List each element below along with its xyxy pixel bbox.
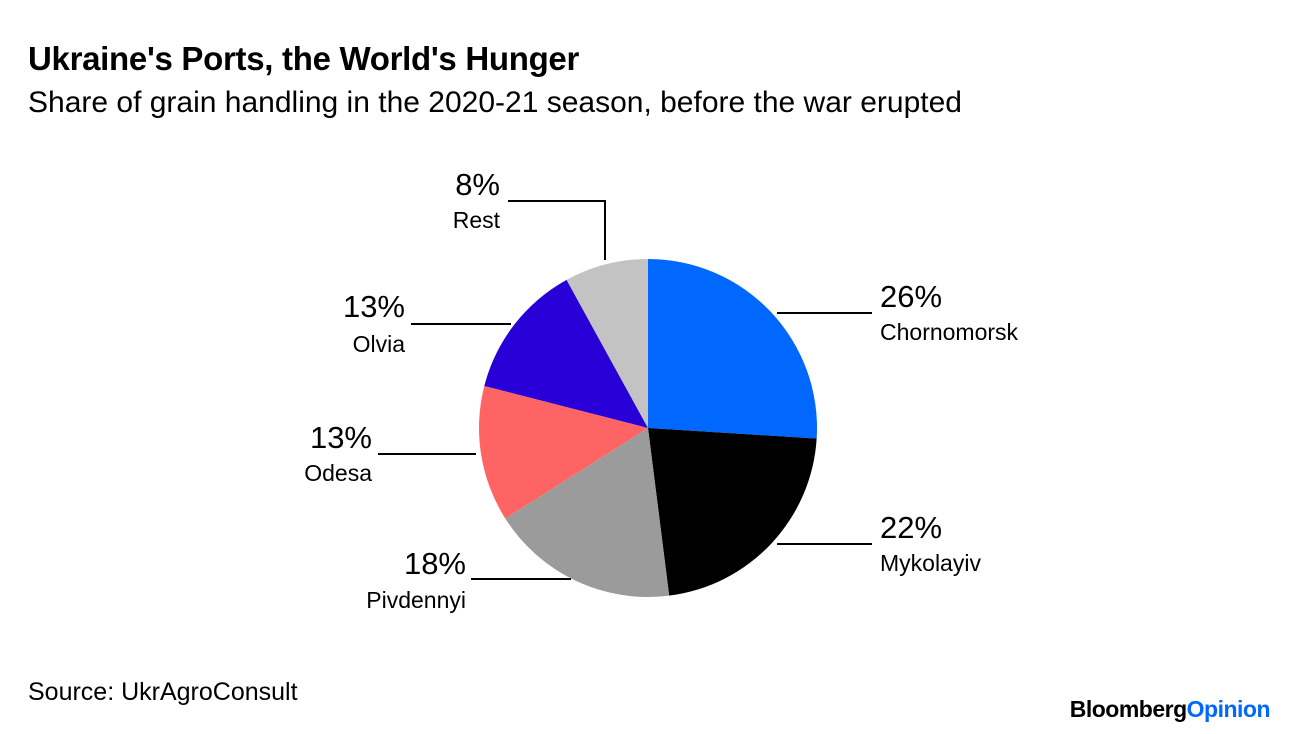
chart-title: Ukraine's Ports, the World's Hunger [28, 40, 580, 77]
slice-label-pivdennyi: Pivdennyi [366, 587, 466, 613]
slice-label-chornomorsk: Chornomorsk [880, 319, 1019, 345]
source-note: Source: UkrAgroConsult [28, 678, 298, 706]
pie-slice-olvia [484, 279, 648, 428]
slice-label-rest: Rest [453, 207, 501, 233]
pie-slice-odesa [479, 385, 648, 519]
slice-label-odesa: Odesa [304, 460, 372, 486]
leader-line-rest [508, 200, 606, 260]
pie-slice-rest [566, 259, 648, 428]
pie-slice-mykolayiv [648, 428, 817, 596]
slice-value-chornomorsk: 26% [880, 279, 942, 314]
slice-value-olvia: 13% [343, 289, 405, 324]
slice-value-mykolayiv: 22% [880, 510, 942, 545]
slice-value-rest: 8% [455, 167, 500, 202]
slice-label-olvia: Olvia [353, 331, 406, 357]
brand-primary: Bloomberg [1069, 696, 1187, 722]
pie-slice-pivdennyi [505, 428, 670, 598]
slice-value-pivdennyi: 18% [404, 546, 466, 581]
bloomberg-opinion-logo: BloombergOpinion [1069, 696, 1271, 723]
pie-slice-chornomorsk [648, 259, 818, 439]
slice-value-odesa: 13% [310, 420, 372, 455]
brand-secondary: Opinion [1186, 696, 1271, 722]
chart-subtitle: Share of grain handling in the 2020-21 s… [28, 86, 962, 119]
slice-label-mykolayiv: Mykolayiv [880, 550, 981, 576]
